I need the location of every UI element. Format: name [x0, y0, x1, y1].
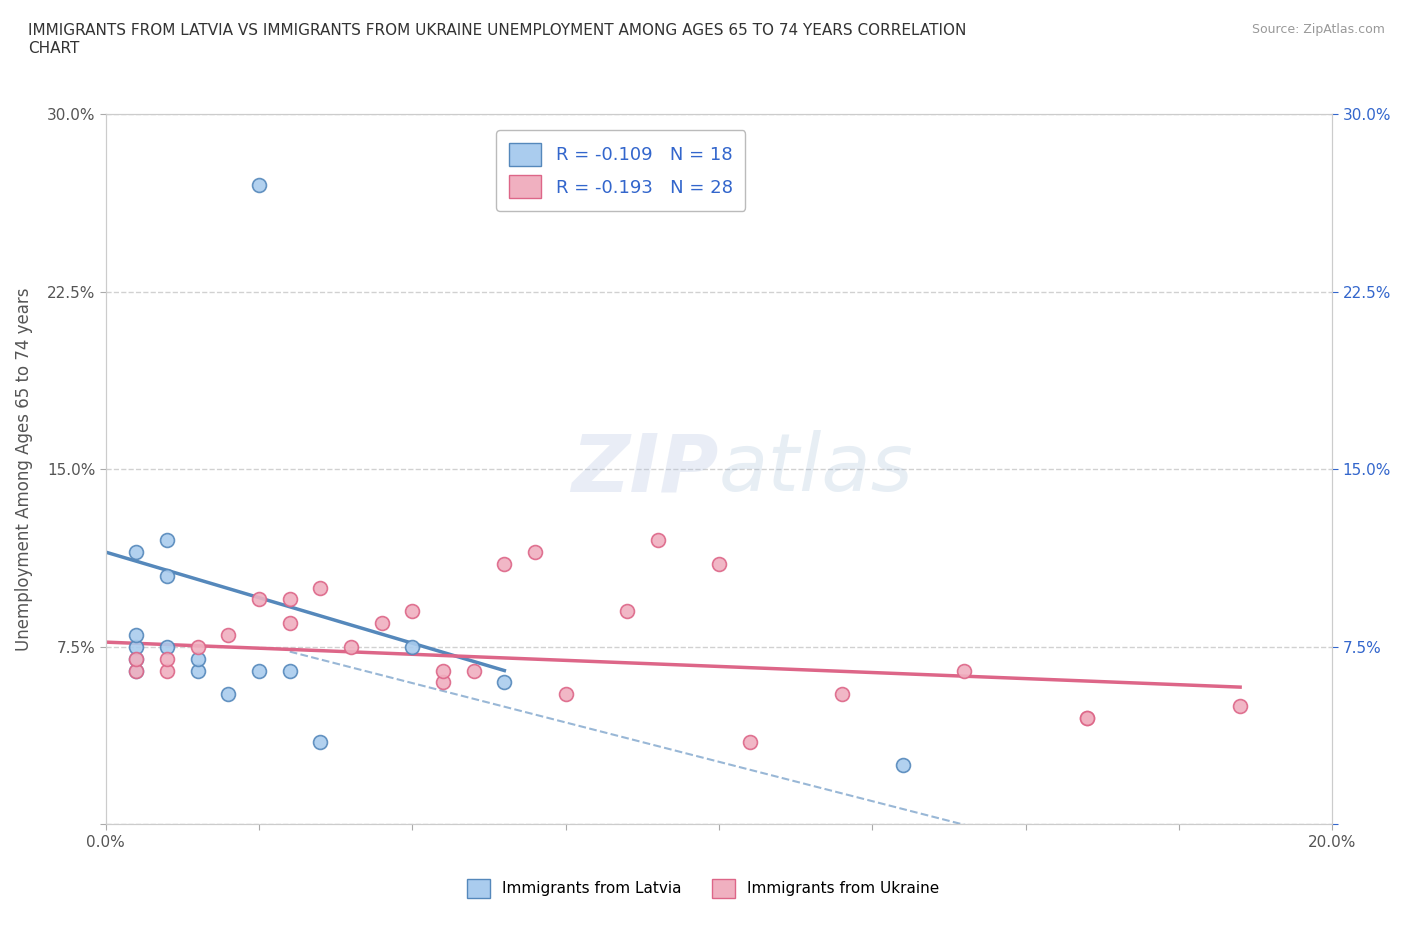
Point — [156, 640, 179, 655]
Point — [217, 628, 239, 643]
Point — [370, 616, 392, 631]
Point — [1229, 698, 1251, 713]
Point — [125, 663, 148, 678]
Point — [156, 568, 179, 583]
Point — [278, 592, 301, 607]
Point — [156, 663, 179, 678]
Point — [738, 734, 761, 749]
Point — [156, 651, 179, 666]
Legend: R = -0.109   N = 18, R = -0.193   N = 28: R = -0.109 N = 18, R = -0.193 N = 28 — [496, 130, 745, 211]
Point — [278, 616, 301, 631]
Point — [247, 592, 270, 607]
Point — [401, 640, 423, 655]
Point — [125, 545, 148, 560]
Text: IMMIGRANTS FROM LATVIA VS IMMIGRANTS FROM UKRAINE UNEMPLOYMENT AMONG AGES 65 TO : IMMIGRANTS FROM LATVIA VS IMMIGRANTS FRO… — [28, 23, 966, 56]
Point — [401, 604, 423, 618]
Point — [647, 533, 669, 548]
Point — [432, 663, 454, 678]
Point — [187, 640, 209, 655]
Point — [831, 686, 853, 701]
Point — [156, 533, 179, 548]
Legend: Immigrants from Latvia, Immigrants from Ukraine: Immigrants from Latvia, Immigrants from … — [461, 873, 945, 904]
Point — [187, 651, 209, 666]
Point — [494, 675, 516, 690]
Point — [125, 640, 148, 655]
Point — [1076, 711, 1098, 725]
Y-axis label: Unemployment Among Ages 65 to 74 years: Unemployment Among Ages 65 to 74 years — [15, 287, 32, 651]
Point — [340, 640, 363, 655]
Point — [463, 663, 485, 678]
Point — [217, 686, 239, 701]
Point — [125, 628, 148, 643]
Text: Source: ZipAtlas.com: Source: ZipAtlas.com — [1251, 23, 1385, 36]
Point — [707, 556, 730, 571]
Point — [125, 651, 148, 666]
Point — [616, 604, 638, 618]
Text: atlas: atlas — [718, 431, 914, 508]
Point — [554, 686, 576, 701]
Point — [247, 663, 270, 678]
Point — [309, 734, 332, 749]
Point — [247, 178, 270, 193]
Point — [278, 663, 301, 678]
Point — [494, 556, 516, 571]
Point — [524, 545, 547, 560]
Text: ZIP: ZIP — [572, 431, 718, 508]
Point — [125, 651, 148, 666]
Point — [1076, 711, 1098, 725]
Point — [125, 663, 148, 678]
Point — [187, 663, 209, 678]
Point — [891, 758, 914, 773]
Point — [953, 663, 976, 678]
Point — [309, 580, 332, 595]
Point — [432, 675, 454, 690]
